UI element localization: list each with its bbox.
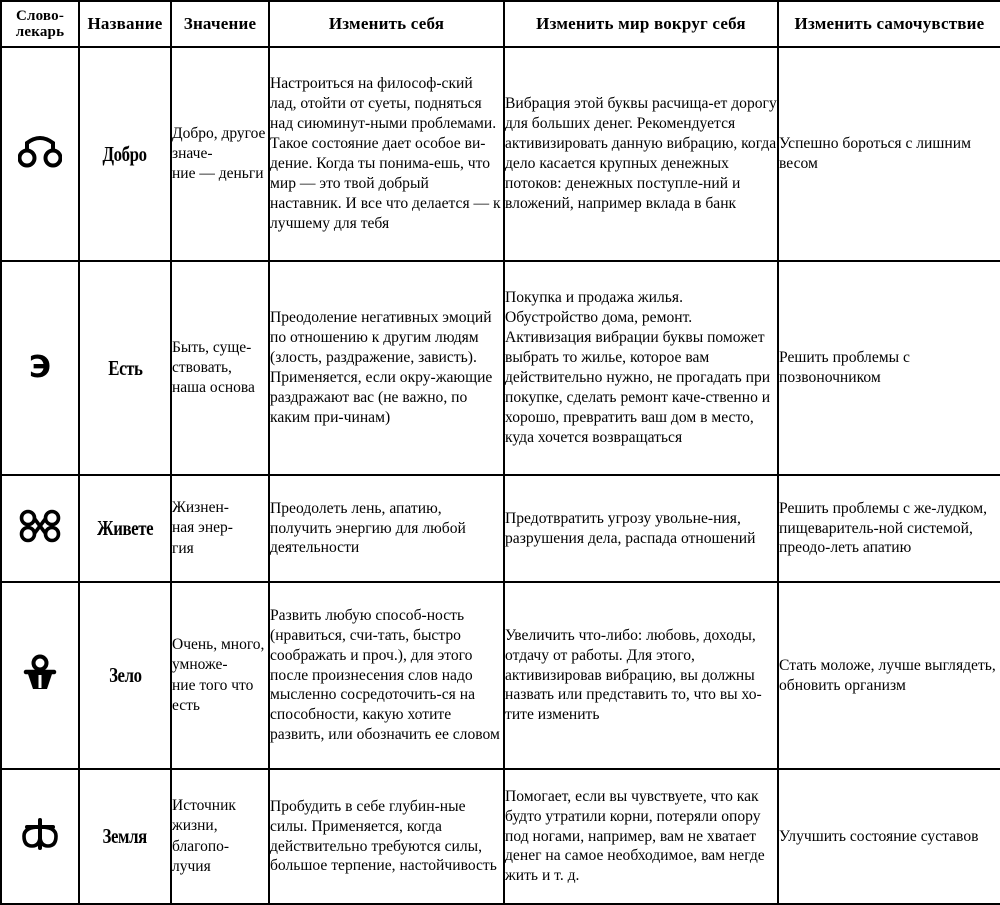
glyph-art: [19, 509, 61, 543]
change-self-text: Пробудить в себе глубин-ные силы. Примен…: [268, 768, 505, 905]
letter-name-cell: Живете: [78, 474, 172, 583]
column-header-name: Название: [78, 0, 172, 48]
glagolitic-zelo-glyph: [0, 581, 80, 770]
change-health-text: Решить проблемы с же-лудком, пищеварител…: [777, 474, 1000, 583]
column-header-health: Изменить самочувствие: [777, 0, 1000, 48]
table-row: Земля Источник жизни, благопо- лучия Про…: [0, 768, 1000, 905]
letter-meaning: Добро, другое значе- ние — деньги: [170, 46, 270, 262]
letter-meaning: Источник жизни, благопо- лучия: [170, 768, 270, 905]
column-header-self: Изменить себя: [268, 0, 505, 48]
letter-meaning: Очень, много, умноже- ние того что есть: [170, 581, 270, 770]
column-header-meaning: Значение: [170, 0, 270, 48]
change-world-text: Покупка и продажа жилья. Обустройство до…: [503, 260, 779, 476]
table-header-row: Слово- лекарь Название Значение Изменить…: [0, 0, 1000, 48]
change-world-text: Увеличить что-либо: любовь, доходы, отда…: [503, 581, 779, 770]
table-row: Добро Добро, другое значе- ние — деньги …: [0, 46, 1000, 262]
change-world-text: Помогает, если вы чувствуете, что как бу…: [503, 768, 779, 905]
change-self-text: Преодоление негативных эмоций по отношен…: [268, 260, 505, 476]
glyph-art: [17, 134, 63, 168]
change-world-text: Вибрация этой буквы расчища-ет дорогу дл…: [503, 46, 779, 262]
change-self-text: Настроиться на философ-ский лад, отойти …: [268, 46, 505, 262]
change-health-text: Решить проблемы с позвоночником: [777, 260, 1000, 476]
table-row: Живете Жизнен- ная энер- гия Преодолеть …: [0, 474, 1000, 583]
column-header-glyph: Слово- лекарь: [0, 0, 80, 48]
column-header-world: Изменить мир вокруг себя: [503, 0, 779, 48]
change-self-text: Преодолеть лень, апатию, получить энерги…: [268, 474, 505, 583]
change-self-text: Развить любую способ-ность (нравиться, с…: [268, 581, 505, 770]
table-header: Слово- лекарь Название Значение Изменить…: [0, 0, 1000, 48]
letter-name-cell: Зело: [78, 581, 172, 770]
change-health-text: Улучшить состояние суставов: [777, 768, 1000, 905]
letter-name-cell: Есть: [78, 260, 172, 476]
glyph-art: [20, 654, 60, 692]
table-row: Зело Очень, много, умноже- ние того что …: [0, 581, 1000, 770]
change-health-text: Успешно бороться с лишним весом: [777, 46, 1000, 262]
glagolitic-zhivete-glyph: [0, 474, 80, 583]
letter-meaning: Быть, суще- ствовать, наша основа: [170, 260, 270, 476]
glyph-art: [18, 817, 62, 851]
cyrillic-e-glyph: Э: [0, 260, 80, 476]
letter-meaning: Жизнен- ная энер- гия: [170, 474, 270, 583]
glagolitic-zemlya-glyph: [0, 768, 80, 905]
letter-name-cell: Земля: [78, 768, 172, 905]
letter-name: Есть: [107, 355, 143, 380]
table-body: Добро Добро, другое значе- ние — деньги …: [0, 46, 1000, 905]
change-health-text: Стать моложе, лучше выглядеть, обновить …: [777, 581, 1000, 770]
letter-name: Живете: [96, 516, 154, 540]
letter-name: Земля: [102, 824, 148, 848]
glagolitic-dobro-glyph: [0, 46, 80, 262]
letter-name: Добро: [102, 141, 148, 166]
change-world-text: Предотвратить угрозу увольне-ния, разруш…: [503, 474, 779, 583]
letter-name: Зело: [108, 663, 142, 687]
letter-name-cell: Добро: [78, 46, 172, 262]
table-row: Э Есть Быть, суще- ствовать, наша основа…: [0, 260, 1000, 476]
